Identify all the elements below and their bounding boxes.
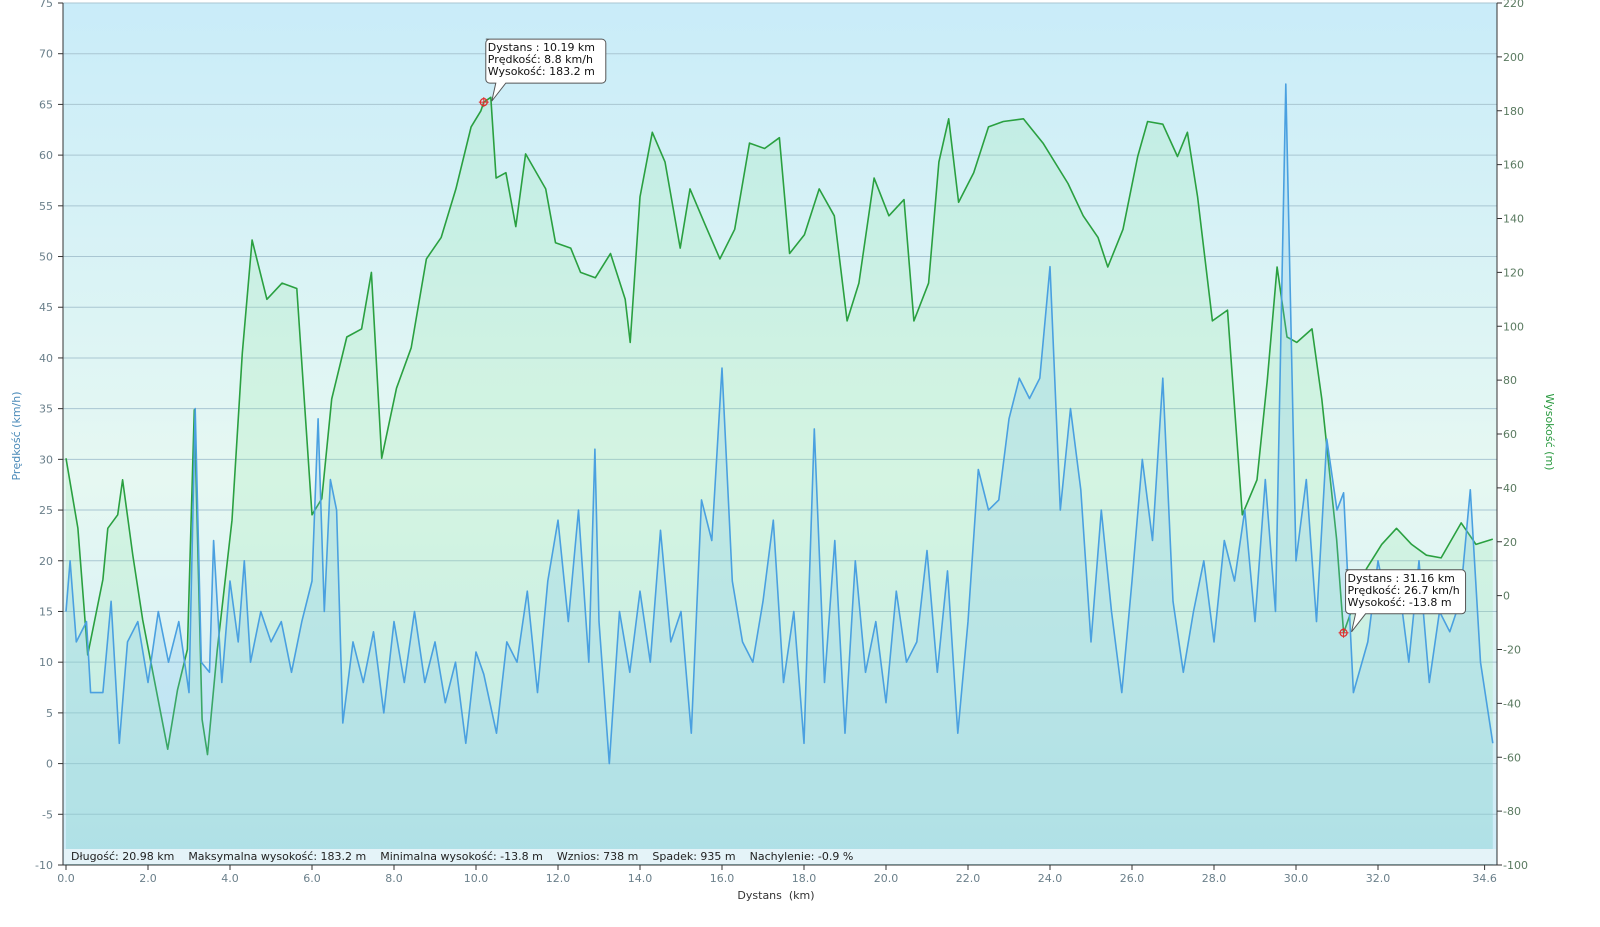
tooltip-line: Dystans : 10.19 km: [488, 41, 595, 54]
left-tick-label: 25: [39, 504, 53, 517]
right-tick-label: 180: [1503, 105, 1524, 118]
x-tick-label: 20.0: [874, 872, 899, 885]
x-tick-label: 4.0: [221, 872, 239, 885]
left-tick-label: 0: [46, 758, 53, 771]
speed-series-line: [65, 83, 1494, 765]
right-tick-label: -100: [1503, 859, 1528, 872]
summary-stats: Długość: 20.98 km Maksymalna wysokość: 1…: [71, 850, 853, 863]
x-tick-label: 14.0: [628, 872, 653, 885]
left-tick-label: 40: [39, 352, 53, 365]
x-tick-label: 22.0: [956, 872, 981, 885]
tooltip-line: Prędkość: 8.8 km/h: [488, 53, 593, 66]
tooltip-line: Wysokość: -13.8 m: [1348, 596, 1452, 609]
x-tick-label: 18.0: [792, 872, 817, 885]
x-axis-label: Dystans (km): [737, 889, 814, 902]
left-tick-label: 20: [39, 555, 53, 568]
right-tick-label: 40: [1503, 482, 1517, 495]
right-tick-label: 80: [1503, 374, 1517, 387]
right-tick-label: 220: [1503, 0, 1524, 10]
x-tick-label: 24.0: [1038, 872, 1063, 885]
x-tick-label: 28.0: [1202, 872, 1227, 885]
right-tick-label: 60: [1503, 428, 1517, 441]
left-tick-label: 45: [39, 301, 53, 314]
x-tick-label: 6.0: [303, 872, 321, 885]
x-tick-label: 30.0: [1284, 872, 1309, 885]
tooltip-line: Wysokość: 183.2 m: [488, 65, 595, 78]
left-tick-label: 10: [39, 656, 53, 669]
left-tick-label: 70: [39, 48, 53, 61]
right-tick-label: -80: [1503, 805, 1521, 818]
left-tick-label: 15: [39, 605, 53, 618]
left-tick-label: 50: [39, 251, 53, 264]
left-tick-label: 30: [39, 453, 53, 466]
elevation-series-line: [65, 96, 1494, 756]
right-tick-label: -20: [1503, 644, 1521, 657]
axes: 757065605550454035302520151050-5-1022020…: [35, 0, 1528, 885]
x-tick-label: 8.0: [385, 872, 403, 885]
right-tick-label: -60: [1503, 751, 1521, 764]
summary-band: [64, 849, 1496, 864]
left-tick-label: 35: [39, 403, 53, 416]
right-tick-label: 160: [1503, 159, 1524, 172]
right-tick-label: 100: [1503, 320, 1524, 333]
left-tick-label: 65: [39, 98, 53, 111]
tooltip-line: Dystans : 31.16 km: [1348, 572, 1455, 585]
right-tick-label: 140: [1503, 213, 1524, 226]
left-tick-label: 55: [39, 200, 53, 213]
x-tick-label: 32.0: [1366, 872, 1391, 885]
left-tick-label: 75: [39, 0, 53, 10]
x-tick-label: 10.0: [464, 872, 489, 885]
x-tick-label: 34.6: [1472, 872, 1497, 885]
right-tick-label: 20: [1503, 536, 1517, 549]
left-tick-label: -5: [42, 808, 53, 821]
right-tick-label: 120: [1503, 266, 1524, 279]
right-tick-label: 0: [1503, 590, 1510, 603]
x-tick-label: 16.0: [710, 872, 735, 885]
x-tick-label: 2.0: [139, 872, 157, 885]
left-tick-label: 60: [39, 149, 53, 162]
tooltip-box: [485, 38, 607, 102]
tooltip-box: [1345, 569, 1467, 633]
right-tick-label: 200: [1503, 51, 1524, 64]
x-tick-label: 0.0: [57, 872, 75, 885]
x-tick-label: 26.0: [1120, 872, 1145, 885]
x-tick-label: 12.0: [546, 872, 571, 885]
y-axis-right-label: Wysokość (m): [1543, 394, 1556, 471]
left-tick-label: -10: [35, 859, 53, 872]
tooltip-line: Prędkość: 26.7 km/h: [1348, 584, 1460, 597]
y-axis-left-label: Prędkość (km/h): [10, 391, 23, 480]
series-layer: [65, 83, 1494, 866]
left-tick-label: 5: [46, 707, 53, 720]
right-tick-label: -40: [1503, 697, 1521, 710]
